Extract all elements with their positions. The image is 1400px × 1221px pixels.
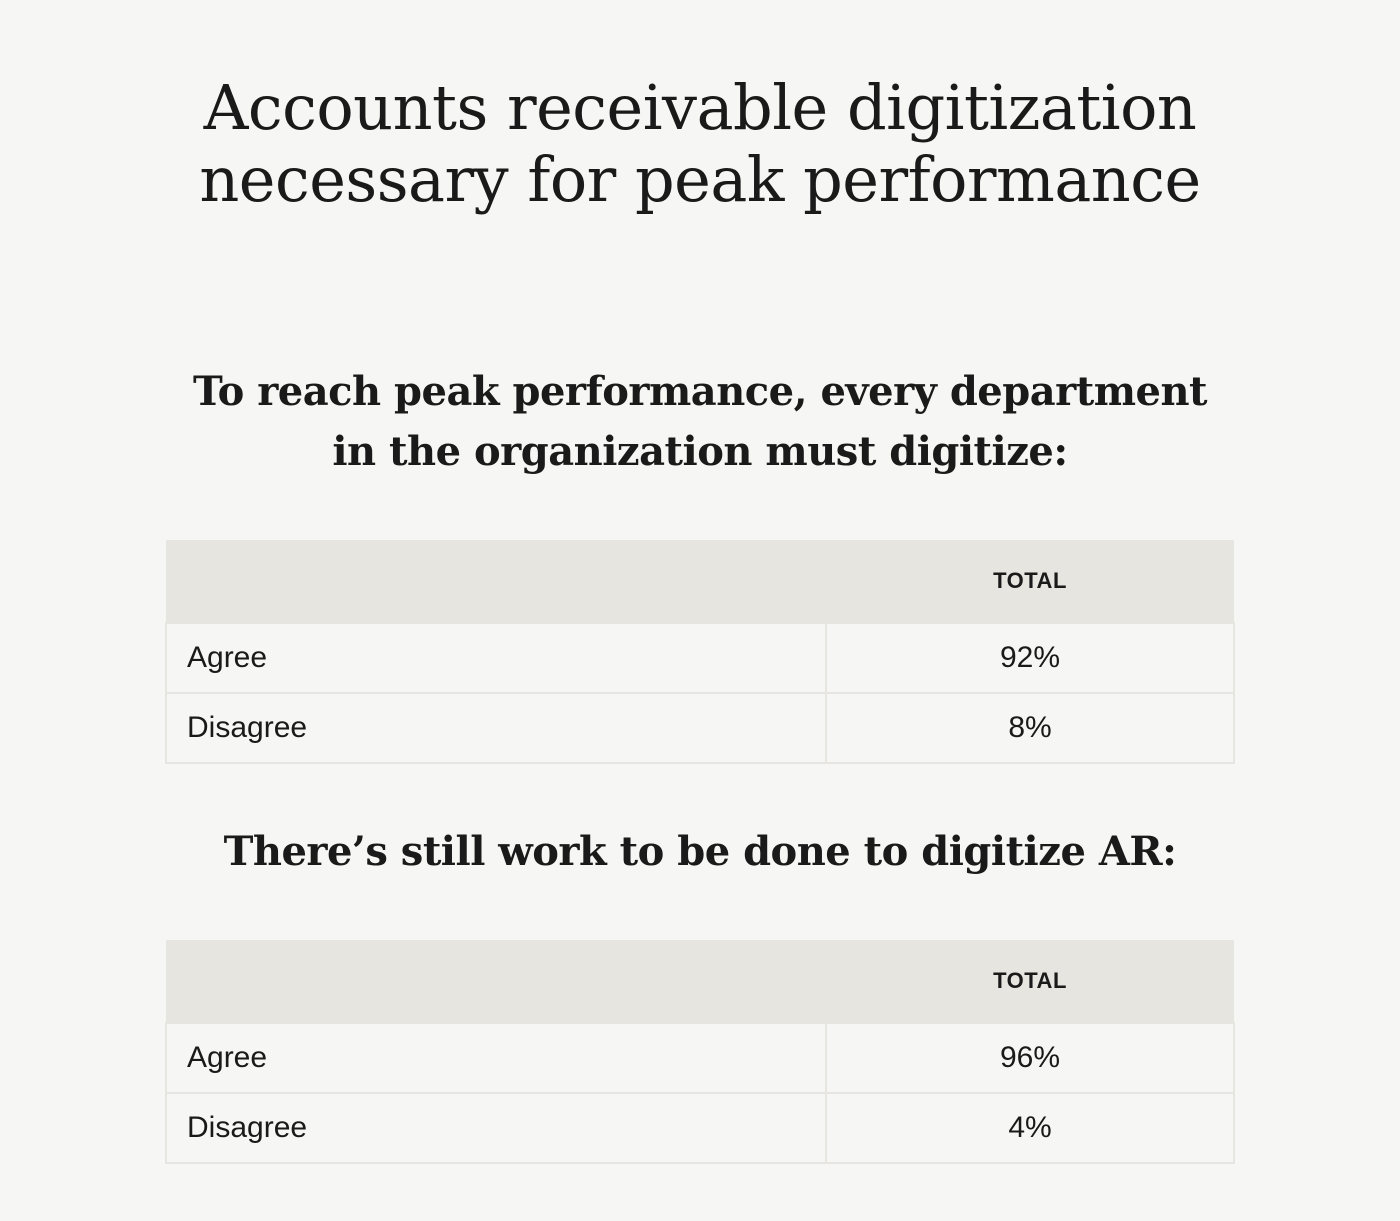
table-row: Agree 96%	[165, 1022, 1235, 1094]
row-label: Agree	[165, 1022, 827, 1094]
header-label-cell	[166, 940, 826, 1023]
header-label-cell	[166, 540, 826, 623]
table-1-heading-line-1: To reach peak performance, every departm…	[192, 368, 1208, 415]
page-title: Accounts receivable digitization necessa…	[0, 72, 1400, 216]
page-title-line-2: necessary for peak performance	[199, 143, 1201, 216]
row-value: 92%	[825, 622, 1235, 694]
table-2-heading-line-1: There’s still work to be done to digitiz…	[223, 828, 1177, 875]
table-header-row: TOTAL	[166, 940, 1234, 1023]
row-value: 8%	[825, 692, 1235, 764]
row-value: 96%	[825, 1022, 1235, 1094]
table-row: Disagree 8%	[165, 692, 1235, 764]
row-value: 4%	[825, 1092, 1235, 1164]
table-2-heading: There’s still work to be done to digitiz…	[0, 822, 1400, 882]
survey-table-1: TOTAL Agree 92% Disagree 8%	[165, 540, 1235, 764]
table-row: Disagree 4%	[165, 1092, 1235, 1164]
survey-table-2: TOTAL Agree 96% Disagree 4%	[165, 940, 1235, 1164]
table-1-heading-line-2: in the organization must digitize:	[332, 428, 1068, 475]
row-label: Agree	[165, 622, 827, 694]
table-1-heading: To reach peak performance, every departm…	[0, 362, 1400, 482]
header-total-cell: TOTAL	[826, 540, 1234, 623]
row-label: Disagree	[165, 1092, 827, 1164]
row-label: Disagree	[165, 692, 827, 764]
page-title-line-1: Accounts receivable digitization	[203, 71, 1197, 144]
table-header-row: TOTAL	[166, 540, 1234, 623]
header-total-cell: TOTAL	[826, 940, 1234, 1023]
table-row: Agree 92%	[165, 622, 1235, 694]
